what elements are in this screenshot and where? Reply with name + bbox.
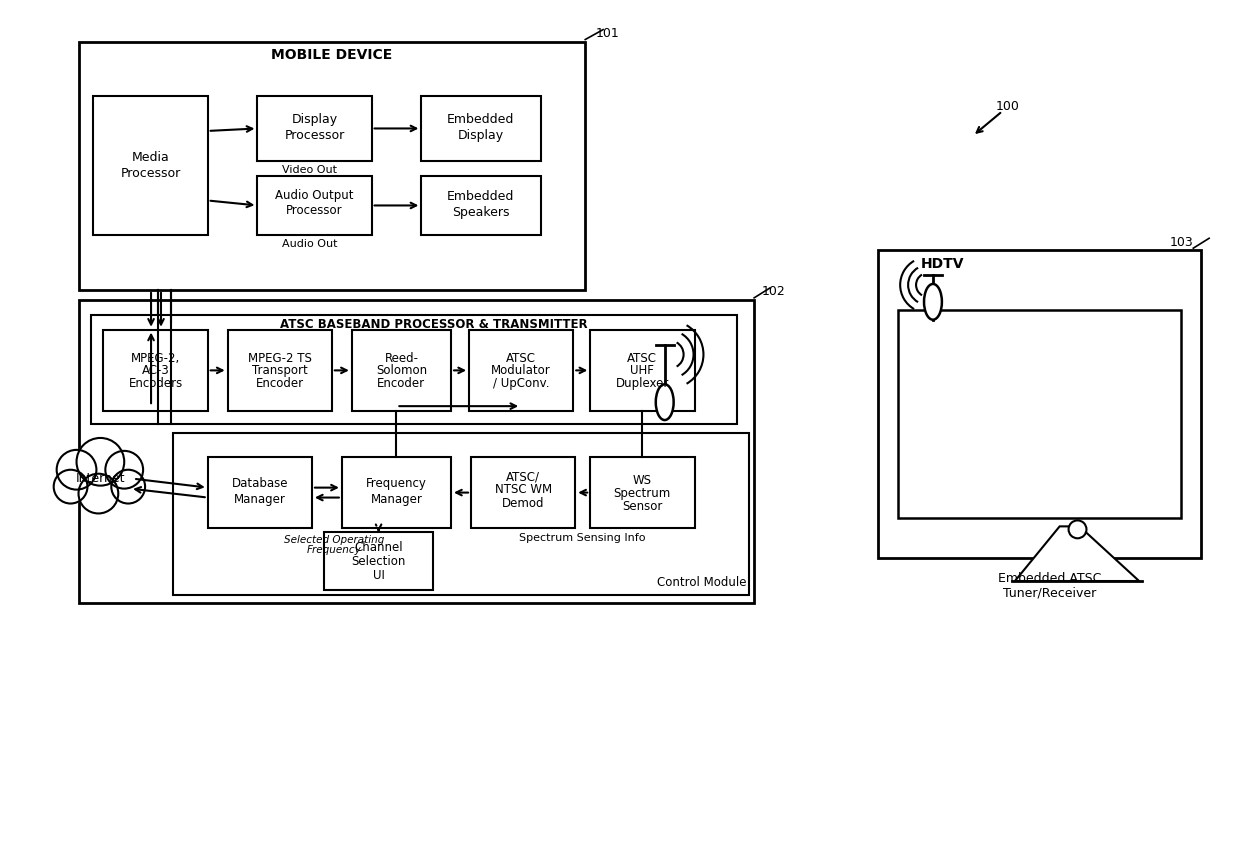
Text: ATSC: ATSC <box>627 352 657 365</box>
FancyBboxPatch shape <box>172 433 749 595</box>
Text: 103: 103 <box>1169 235 1193 249</box>
Text: Speakers: Speakers <box>453 206 510 219</box>
Circle shape <box>1069 521 1086 539</box>
FancyBboxPatch shape <box>207 457 312 528</box>
FancyBboxPatch shape <box>228 330 332 411</box>
Text: NTSC WM: NTSC WM <box>495 483 552 497</box>
FancyBboxPatch shape <box>103 330 207 411</box>
Text: Encoder: Encoder <box>377 377 425 390</box>
Text: Video Out: Video Out <box>281 165 337 174</box>
FancyBboxPatch shape <box>878 250 1202 558</box>
FancyBboxPatch shape <box>324 533 433 590</box>
Text: UI: UI <box>373 569 384 582</box>
Text: Spectrum Sensing Info: Spectrum Sensing Info <box>520 533 646 543</box>
FancyBboxPatch shape <box>92 314 738 424</box>
Text: Audio Out: Audio Out <box>281 239 337 249</box>
Text: Audio Output: Audio Output <box>275 189 353 202</box>
Text: Encoders: Encoders <box>129 377 182 390</box>
FancyBboxPatch shape <box>590 457 694 528</box>
Text: ATSC/: ATSC/ <box>506 470 541 484</box>
Text: Embedded: Embedded <box>448 113 515 126</box>
Text: 102: 102 <box>763 285 786 298</box>
FancyBboxPatch shape <box>342 457 451 528</box>
Text: Manager: Manager <box>371 493 423 506</box>
Text: Selected Operating: Selected Operating <box>284 535 384 545</box>
Circle shape <box>53 470 88 503</box>
FancyBboxPatch shape <box>78 41 585 289</box>
Text: Transport: Transport <box>252 364 308 377</box>
Circle shape <box>112 470 145 503</box>
FancyBboxPatch shape <box>93 96 207 235</box>
Text: WS: WS <box>632 474 652 487</box>
Text: Spectrum: Spectrum <box>614 487 671 500</box>
Text: Control Module: Control Module <box>657 576 746 588</box>
Polygon shape <box>1014 527 1140 581</box>
Text: Duplexer: Duplexer <box>616 377 670 390</box>
Text: Processor: Processor <box>286 204 342 217</box>
Text: 100: 100 <box>996 100 1019 113</box>
Text: MPEG-2,: MPEG-2, <box>131 352 180 365</box>
FancyBboxPatch shape <box>258 96 372 161</box>
Text: Frequency: Frequency <box>306 545 361 555</box>
FancyBboxPatch shape <box>352 330 451 411</box>
Text: Frequency: Frequency <box>366 477 427 490</box>
Text: Internet: Internet <box>76 472 125 485</box>
Text: Processor: Processor <box>120 168 181 180</box>
Text: Selection: Selection <box>351 555 405 568</box>
Text: 101: 101 <box>595 27 619 40</box>
Text: Modulator: Modulator <box>491 364 551 377</box>
Text: Tuner/Receiver: Tuner/Receiver <box>1003 587 1096 600</box>
Text: Channel: Channel <box>355 540 403 554</box>
Text: MOBILE DEVICE: MOBILE DEVICE <box>272 48 393 63</box>
Circle shape <box>77 438 124 485</box>
Text: ATSC BASEBAND PROCESSOR & TRANSMITTER: ATSC BASEBAND PROCESSOR & TRANSMITTER <box>280 318 588 332</box>
Text: HDTV: HDTV <box>921 257 965 271</box>
Circle shape <box>57 450 97 490</box>
Ellipse shape <box>656 384 673 420</box>
Text: Processor: Processor <box>284 129 345 142</box>
FancyBboxPatch shape <box>471 457 575 528</box>
Text: Database: Database <box>232 477 288 490</box>
FancyBboxPatch shape <box>78 300 754 603</box>
FancyBboxPatch shape <box>590 330 694 411</box>
FancyBboxPatch shape <box>422 175 541 235</box>
Circle shape <box>105 451 143 489</box>
Text: Demod: Demod <box>502 497 544 510</box>
FancyBboxPatch shape <box>898 310 1182 519</box>
Text: UHF: UHF <box>630 364 655 377</box>
Text: Manager: Manager <box>234 493 285 506</box>
Text: Encoder: Encoder <box>255 377 304 390</box>
Text: Reed-: Reed- <box>384 352 418 365</box>
Text: ATSC: ATSC <box>506 352 536 365</box>
FancyBboxPatch shape <box>469 330 573 411</box>
Text: Embedded ATSC: Embedded ATSC <box>998 571 1101 584</box>
Circle shape <box>78 473 118 514</box>
Text: / UpConv.: / UpConv. <box>492 377 549 390</box>
Ellipse shape <box>924 284 942 320</box>
FancyBboxPatch shape <box>422 96 541 161</box>
Text: MPEG-2 TS: MPEG-2 TS <box>248 352 311 365</box>
Text: Solomon: Solomon <box>376 364 427 377</box>
Text: AC-3: AC-3 <box>141 364 170 377</box>
Text: Display: Display <box>458 129 503 142</box>
Text: Display: Display <box>291 113 337 126</box>
FancyBboxPatch shape <box>258 175 372 235</box>
Text: Sensor: Sensor <box>622 500 662 513</box>
Text: Media: Media <box>131 151 170 164</box>
Text: Embedded: Embedded <box>448 190 515 203</box>
